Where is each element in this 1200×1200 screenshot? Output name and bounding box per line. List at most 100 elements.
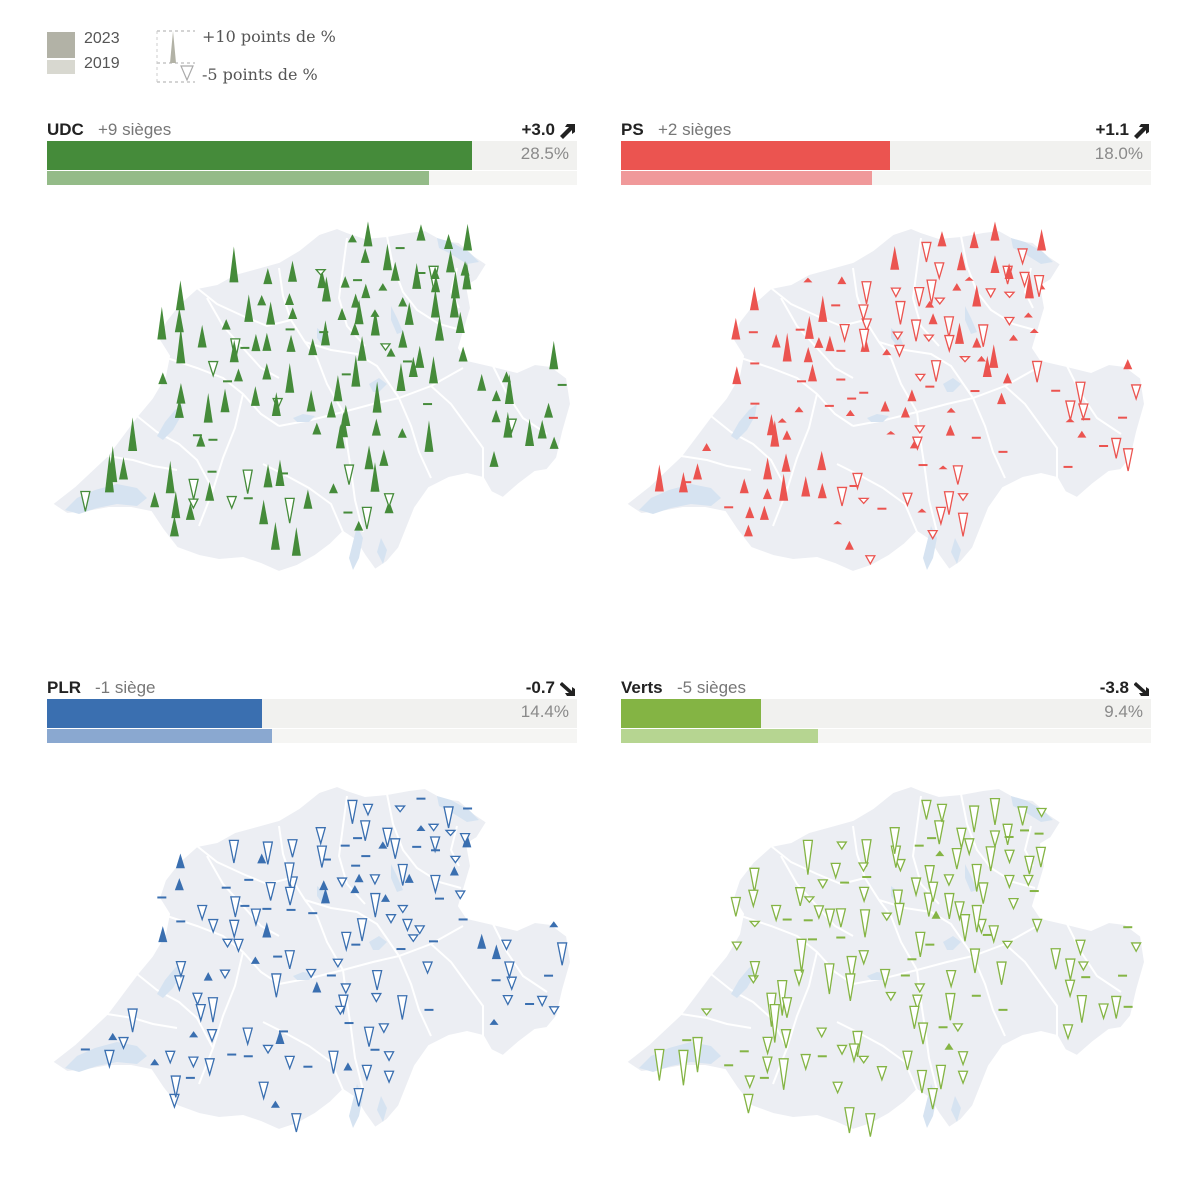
municipality-marker <box>1001 940 1014 950</box>
municipality-marker <box>340 276 350 288</box>
municipality-marker <box>731 317 741 340</box>
municipality-marker <box>927 837 937 840</box>
municipality-marker <box>892 331 904 341</box>
legend-swatch-2019 <box>47 60 75 74</box>
municipality-marker <box>204 1058 216 1077</box>
municipality-marker <box>750 362 760 365</box>
municipality-marker <box>921 241 932 263</box>
lake <box>65 1042 147 1072</box>
municipality-marker <box>928 313 938 325</box>
municipality-marker <box>702 443 712 452</box>
municipality-marker <box>333 375 343 402</box>
legend-swatch-2023 <box>47 32 75 58</box>
arrow-down-right-icon <box>1134 682 1149 696</box>
municipality-marker <box>914 425 926 435</box>
municipality-marker <box>270 521 280 550</box>
municipality-marker <box>150 491 160 508</box>
municipality-marker <box>1123 1005 1133 1008</box>
municipality-marker <box>886 430 896 435</box>
municipality-marker <box>175 280 185 311</box>
municipality-marker <box>845 973 856 1002</box>
municipality-marker <box>968 805 980 833</box>
canton-border <box>398 955 432 1037</box>
municipality-marker <box>544 402 554 418</box>
share-2023-label: 9.4% <box>1104 702 1143 721</box>
municipality-marker <box>731 941 743 951</box>
municipality-marker <box>173 975 185 993</box>
municipality-marker <box>361 1064 373 1082</box>
municipality-marker <box>278 1030 288 1033</box>
share-2023-label: 28.5% <box>520 144 569 163</box>
municipality-marker <box>443 806 454 829</box>
municipality-marker <box>157 896 167 899</box>
municipality-marker <box>927 881 939 902</box>
municipality-marker <box>351 293 361 308</box>
municipality-marker <box>1051 389 1061 392</box>
municipality-marker <box>1004 849 1015 865</box>
municipality-marker <box>328 483 338 494</box>
share-2023-label: 18.0% <box>1094 144 1143 163</box>
seat-change: +9 sièges <box>98 120 172 139</box>
municipality-marker <box>844 540 854 550</box>
municipality-marker <box>284 886 296 906</box>
municipality-marker <box>879 968 891 990</box>
lake <box>639 484 721 514</box>
municipality-marker <box>1019 271 1030 289</box>
canton-border <box>304 899 400 957</box>
municipality-marker <box>880 400 890 412</box>
municipality-marker <box>477 373 487 391</box>
municipality-marker <box>343 511 353 514</box>
municipality-marker <box>491 390 501 402</box>
municipality-marker <box>165 460 175 494</box>
bar-2023-track: 9.4% <box>621 699 1151 728</box>
municipality-marker <box>371 418 381 436</box>
bar-2023 <box>47 699 262 728</box>
share-delta: -3.8 <box>1099 678 1129 697</box>
municipality-marker <box>353 1087 365 1107</box>
municipality-marker <box>188 478 199 500</box>
municipality-marker <box>972 284 982 307</box>
municipality-marker <box>1031 918 1043 934</box>
municipality-marker <box>228 919 240 940</box>
municipality-marker <box>957 493 969 502</box>
municipality-marker <box>849 484 859 487</box>
municipality-marker <box>206 1029 218 1044</box>
municipality-marker <box>80 490 91 512</box>
municipality-marker <box>429 836 441 854</box>
municipality-marker <box>383 1051 395 1062</box>
canton-border <box>262 1021 344 1091</box>
municipality-marker <box>914 844 924 847</box>
municipality-marker <box>857 1055 870 1064</box>
municipality-marker <box>969 231 979 249</box>
municipality-marker <box>370 992 382 1003</box>
municipality-marker <box>250 908 262 927</box>
municipality-marker <box>175 853 185 869</box>
municipality-marker <box>782 430 792 440</box>
municipality-marker <box>221 886 231 889</box>
municipality-marker <box>361 855 371 858</box>
municipality-marker <box>263 464 273 488</box>
municipality-marker <box>982 355 992 377</box>
municipality-marker <box>338 994 349 1016</box>
municipality-marker <box>371 970 383 991</box>
municipality-marker <box>317 268 327 289</box>
municipality-marker <box>971 863 982 892</box>
lake <box>943 936 961 950</box>
municipality-marker <box>1024 273 1034 299</box>
municipality-marker <box>320 320 330 346</box>
municipality-marker <box>196 433 206 447</box>
municipality-marker <box>227 1053 237 1056</box>
municipality-marker <box>770 420 780 447</box>
municipality-marker <box>935 850 945 857</box>
municipality-marker <box>175 961 187 979</box>
municipality-marker <box>250 956 260 964</box>
municipality-marker <box>1024 855 1035 875</box>
municipality-marker <box>363 221 373 247</box>
lake <box>943 378 961 392</box>
municipality-marker <box>781 453 791 472</box>
municipality-marker <box>1009 334 1019 341</box>
municipality-marker <box>930 360 942 382</box>
municipality-marker <box>1122 448 1134 472</box>
municipality-marker <box>824 404 834 407</box>
municipality-marker <box>889 827 900 854</box>
